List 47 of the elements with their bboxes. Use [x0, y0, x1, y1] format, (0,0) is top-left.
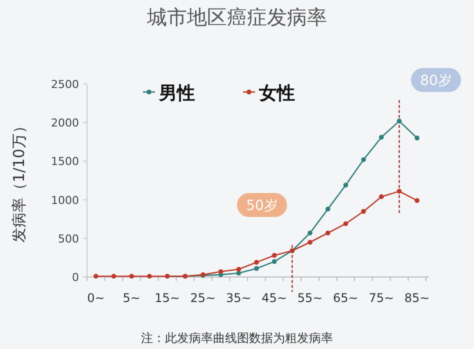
point [396, 188, 402, 194]
annotation: 80岁 [420, 73, 452, 89]
point [414, 136, 420, 140]
point [218, 269, 224, 274]
x-tick-label: 35~ [226, 291, 252, 305]
point [111, 274, 116, 279]
x-tick-label: 45~ [262, 291, 288, 305]
x-tick-label: 5~ [122, 291, 140, 305]
point [147, 274, 152, 279]
x-tick-label: 15~ [154, 291, 180, 305]
legend-label: 女性 [258, 83, 295, 104]
x-tick-label: 75~ [368, 291, 394, 305]
y-tick-label: 2000 [51, 116, 79, 130]
point [414, 198, 420, 203]
x-tick-label: 25~ [190, 291, 216, 305]
annotation: 50岁 [246, 198, 278, 214]
y-tick-label: 1500 [51, 155, 79, 168]
point [236, 266, 242, 272]
chart-title: 城市地区癌症发病率 [146, 5, 327, 29]
point [272, 252, 277, 258]
y-tick-label: 0 [72, 271, 79, 284]
point [254, 260, 259, 265]
y-tick-label: 2500 [51, 78, 79, 91]
point [361, 208, 366, 214]
x-tick-label: 0~ [87, 291, 105, 305]
y-tick-label: 1000 [51, 194, 79, 207]
point [361, 157, 366, 162]
point [325, 230, 330, 236]
point [272, 259, 277, 264]
x-tick-label: 85~ [404, 291, 430, 305]
text: 注：此发病率曲线图数据为粗发病率 [141, 331, 333, 345]
point [343, 221, 348, 226]
point [94, 274, 98, 279]
legend-label: 男性 [158, 83, 195, 104]
point [308, 240, 312, 245]
x-tick-label: 55~ [297, 291, 323, 305]
y-tick-label: 500 [58, 232, 79, 246]
point [308, 230, 312, 236]
point [254, 266, 259, 271]
point [129, 274, 134, 279]
point [343, 182, 348, 188]
y-axis-title: 发病率（1/10万） [10, 118, 28, 242]
x-tick-label: 65~ [333, 291, 358, 305]
point [378, 194, 384, 200]
point [378, 134, 384, 140]
point [325, 206, 330, 212]
point [396, 118, 402, 124]
